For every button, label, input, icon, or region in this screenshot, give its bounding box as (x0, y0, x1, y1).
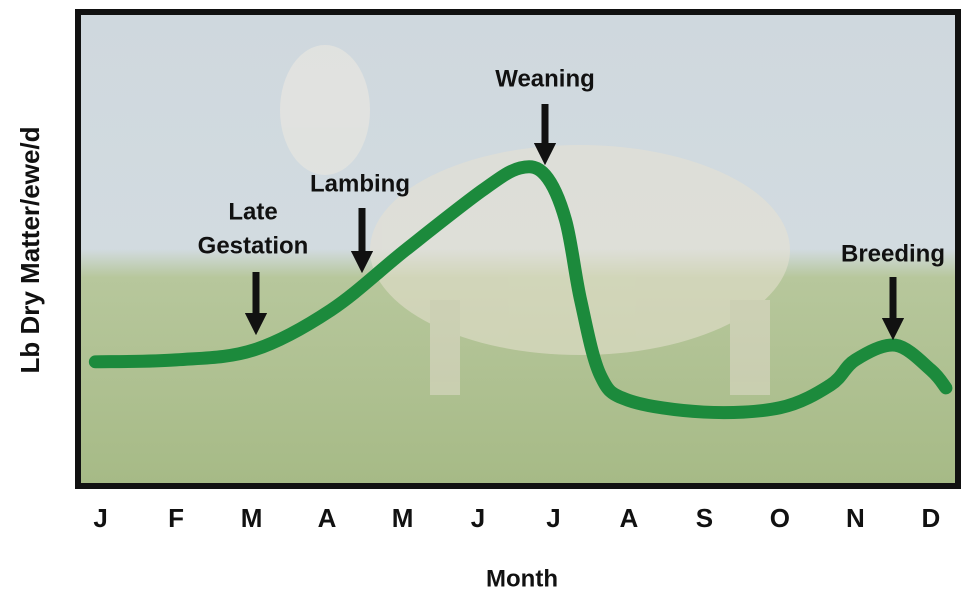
x-axis-label: Month (486, 565, 558, 591)
annotation-label: Late (228, 198, 277, 225)
x-tick-label: F (168, 503, 184, 533)
x-tick-label: N (846, 503, 865, 533)
x-tick-label: A (620, 503, 639, 533)
x-tick-label: J (93, 503, 107, 533)
annotation-label: Lambing (310, 170, 410, 197)
annotation-label: Gestation (198, 232, 309, 259)
annotation-label: Weaning (495, 65, 595, 92)
x-tick-label: D (921, 503, 940, 533)
annotation-label: Breeding (841, 240, 945, 267)
x-tick-label: O (770, 503, 790, 533)
y-axis-label: Lb Dry Matter/ewe/d (15, 126, 45, 373)
intake-curve (88, 160, 953, 420)
x-tick-label: M (392, 503, 414, 533)
x-tick-label: J (546, 503, 560, 533)
x-tick-label: S (696, 503, 713, 533)
x-tick-label: M (241, 503, 263, 533)
x-tick-label: J (471, 503, 485, 533)
x-tick-label: A (318, 503, 337, 533)
plot-frame (75, 9, 961, 489)
